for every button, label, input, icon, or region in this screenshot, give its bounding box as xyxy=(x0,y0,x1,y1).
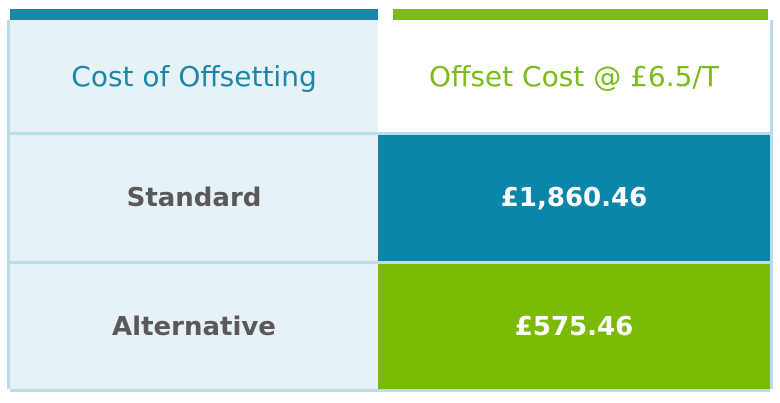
row-value-text: £575.46 xyxy=(514,311,634,342)
table-left-border xyxy=(7,20,10,389)
header-accent-bar-green xyxy=(393,9,768,20)
column-header-left-text: Cost of Offsetting xyxy=(71,59,317,93)
row-divider xyxy=(10,261,770,264)
column-header-right-text: Offset Cost @ £6.5/T xyxy=(429,59,719,93)
row-label-standard: Standard xyxy=(10,135,378,261)
header-accent-bar-teal xyxy=(10,9,378,20)
row-value-standard: £1,860.46 xyxy=(378,135,770,261)
row-value-alternative: £575.46 xyxy=(378,264,770,389)
row-label-text: Alternative xyxy=(112,311,276,342)
row-label-text: Standard xyxy=(126,183,262,213)
table-bottom-border xyxy=(10,389,770,392)
row-label-alternative: Alternative xyxy=(10,264,378,389)
column-header-offset-cost: Offset Cost @ £6.5/T xyxy=(378,20,770,132)
column-header-cost-of-offsetting: Cost of Offsetting xyxy=(10,20,378,132)
row-value-text: £1,860.46 xyxy=(500,183,648,213)
row-divider xyxy=(10,132,770,135)
table-right-border xyxy=(770,20,773,389)
